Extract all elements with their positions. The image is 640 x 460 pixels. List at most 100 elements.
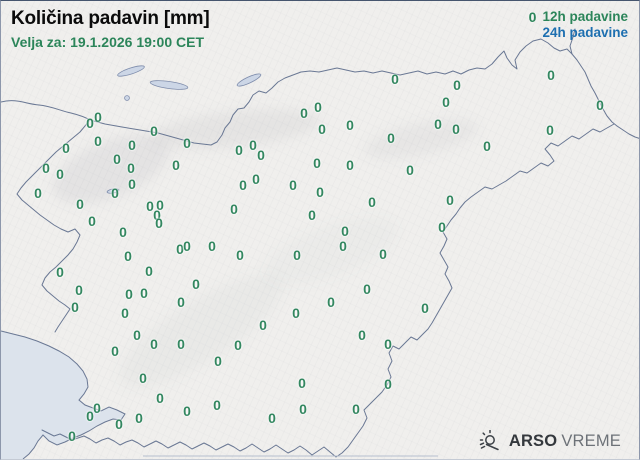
station-value: 0: [252, 171, 260, 187]
station-value: 0: [183, 238, 191, 254]
station-value: 0: [172, 157, 180, 173]
legend-label-24h: 24h padavine: [542, 25, 628, 41]
station-value: 0: [298, 375, 306, 391]
sea-area: [1, 331, 125, 459]
border-hungary-croatia: [616, 125, 639, 139]
border-croatia: [41, 123, 615, 458]
legend-item-12h[interactable]: 0 12h padavine: [529, 9, 628, 25]
station-value: 0: [327, 294, 335, 310]
station-value: 0: [88, 213, 96, 229]
station-value: 0: [300, 105, 308, 121]
brand-arso: ARSO: [508, 431, 558, 450]
station-value: 0: [208, 238, 216, 254]
station-value: 0: [75, 282, 83, 298]
station-value: 0: [146, 198, 154, 214]
station-value: 0: [596, 97, 604, 113]
station-value: 0: [34, 185, 42, 201]
coastline: [1, 330, 126, 459]
station-value: 0: [153, 207, 161, 223]
valid-time: Velja za: 19.1.2026 19:00 CET: [11, 34, 205, 50]
station-value: 0: [546, 122, 554, 138]
station-value: 0: [434, 116, 442, 132]
map-title: Količina padavin [mm]: [11, 8, 210, 29]
station-value: 0: [115, 416, 123, 432]
station-value: 0: [384, 336, 392, 352]
station-value: 0: [177, 294, 185, 310]
station-value: 0: [368, 194, 376, 210]
station-value: 0: [313, 155, 321, 171]
station-value: 0: [139, 370, 147, 386]
station-value: 0: [140, 285, 148, 301]
station-value: 0: [183, 135, 191, 151]
station-value: 0: [119, 224, 127, 240]
sun-icon: [479, 430, 499, 451]
station-value: 0: [150, 336, 158, 352]
country-borders: [1, 28, 639, 458]
station-value: 0: [121, 305, 129, 321]
station-value: 0: [316, 184, 324, 200]
station-value: 0: [358, 327, 366, 343]
station-value: 0: [339, 238, 347, 254]
legend-item-24h[interactable]: 24h padavine: [529, 25, 628, 41]
station-value: 0: [111, 343, 119, 359]
station-value: 0: [192, 276, 200, 292]
station-value: 0: [176, 241, 184, 257]
station-value: 0: [94, 109, 102, 125]
station-value: 0: [314, 99, 322, 115]
station-value: 0: [156, 390, 164, 406]
station-value: 0: [387, 130, 395, 146]
station-marker-sample: 0: [528, 9, 537, 25]
station-value: 0: [236, 247, 244, 263]
station-value: 0: [346, 157, 354, 173]
station-value: 0: [42, 160, 50, 176]
station-value: 0: [234, 337, 242, 353]
station-value: 0: [56, 264, 64, 280]
station-value: 0: [257, 147, 265, 163]
station-value: 0: [68, 428, 76, 444]
station-value: 0: [483, 138, 491, 154]
station-value: 0: [125, 286, 133, 302]
station-value: 0: [341, 223, 349, 239]
legend: 0 12h padavine 24h padavine: [529, 9, 628, 41]
relief-shading: [52, 109, 478, 388]
station-value: 0: [230, 201, 238, 217]
legend-label-12h: 12h padavine: [542, 9, 628, 25]
station-value: 0: [249, 137, 257, 153]
station-value: 0: [379, 246, 387, 262]
station-value: 0: [93, 400, 101, 416]
station-value: 0: [438, 219, 446, 235]
station-value: 0: [363, 281, 371, 297]
station-value: 0: [133, 327, 141, 343]
station-value: 0: [86, 115, 94, 131]
station-value: 0: [150, 123, 158, 139]
station-value: 0: [235, 142, 243, 158]
station-value: 0: [308, 207, 316, 223]
station-value: 0: [86, 408, 94, 424]
station-value: 0: [391, 71, 399, 87]
station-value: 0: [547, 67, 555, 83]
station-value: 0: [128, 137, 136, 153]
station-value: 0: [442, 94, 450, 110]
lakes: [106, 65, 262, 194]
border-austria: [89, 38, 618, 146]
station-value: 0: [155, 215, 163, 231]
station-value: 0: [127, 160, 135, 176]
station-value: 0: [446, 192, 454, 208]
station-value: 0: [384, 376, 392, 392]
station-value: 0: [268, 410, 276, 426]
station-value: 0: [352, 401, 360, 417]
station-value: 0: [292, 305, 300, 321]
station-value: 0: [145, 263, 153, 279]
station-value: 0: [289, 177, 297, 193]
station-value: 0: [71, 299, 79, 315]
station-value: 0: [259, 317, 267, 333]
station-value: 0: [135, 410, 143, 426]
station-value: 0: [406, 162, 414, 178]
station-value: 0: [76, 196, 84, 212]
station-value: 0: [128, 176, 136, 192]
arso-vreme-logo: ARSO VREME: [478, 430, 621, 452]
station-value: 0: [346, 117, 354, 133]
